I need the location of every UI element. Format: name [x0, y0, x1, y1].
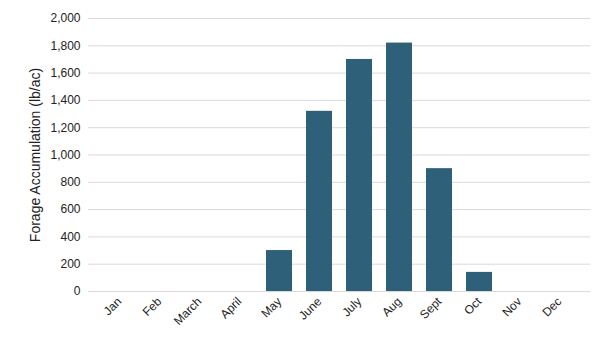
svg-text:2,000: 2,000 [50, 11, 80, 25]
svg-text:July: July [339, 294, 364, 319]
svg-text:Forage Accumulation (lb/ac): Forage Accumulation (lb/ac) [27, 68, 43, 242]
svg-text:Dec: Dec [539, 294, 564, 319]
svg-text:Aug: Aug [379, 294, 404, 319]
svg-text:May: May [258, 294, 284, 320]
svg-text:0: 0 [74, 284, 81, 298]
svg-text:Sept: Sept [417, 294, 445, 322]
svg-text:Feb: Feb [140, 294, 165, 319]
svg-text:200: 200 [60, 257, 80, 271]
svg-text:800: 800 [60, 175, 80, 189]
svg-text:1,800: 1,800 [50, 39, 80, 53]
svg-text:April: April [217, 294, 244, 321]
svg-text:March: March [171, 294, 204, 327]
svg-text:600: 600 [60, 202, 80, 216]
svg-text:1,200: 1,200 [50, 121, 80, 135]
svg-text:400: 400 [60, 230, 80, 244]
svg-text:Oct: Oct [461, 294, 485, 318]
svg-text:1,400: 1,400 [50, 93, 80, 107]
svg-text:June: June [296, 294, 325, 323]
svg-text:Jan: Jan [101, 294, 125, 318]
svg-text:Nov: Nov [499, 294, 524, 319]
svg-text:1,000: 1,000 [50, 148, 80, 162]
svg-text:1,600: 1,600 [50, 66, 80, 80]
